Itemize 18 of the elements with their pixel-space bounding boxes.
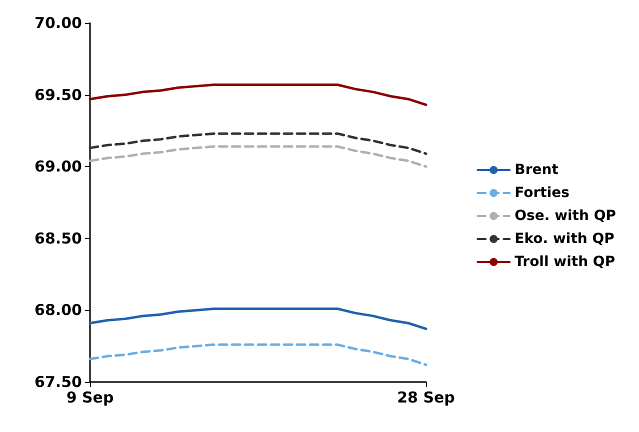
x-tick-label: 9 Sep — [66, 388, 114, 406]
legend-label: Troll with QP — [514, 254, 616, 270]
line-series — [88, 308, 428, 330]
legend-label: Brent — [514, 162, 559, 178]
line-series — [88, 132, 428, 155]
line-series — [88, 145, 428, 168]
y-tick-label: 70.00 — [34, 14, 82, 32]
line-series — [88, 343, 428, 366]
y-tick-label: 69.50 — [34, 86, 82, 104]
legend-label: Ose. with QP — [514, 208, 616, 224]
legend-label: Eko. with QP — [514, 231, 614, 247]
legend-label: Forties — [514, 185, 570, 201]
x-tick-label: 28 Sep — [397, 388, 456, 406]
y-tick-label: 68.50 — [34, 229, 82, 248]
y-tick-label: 67.50 — [34, 373, 82, 391]
y-tick-label: 69.00 — [34, 158, 82, 176]
line-series — [88, 84, 428, 106]
y-tick-label: 68.00 — [34, 301, 82, 320]
